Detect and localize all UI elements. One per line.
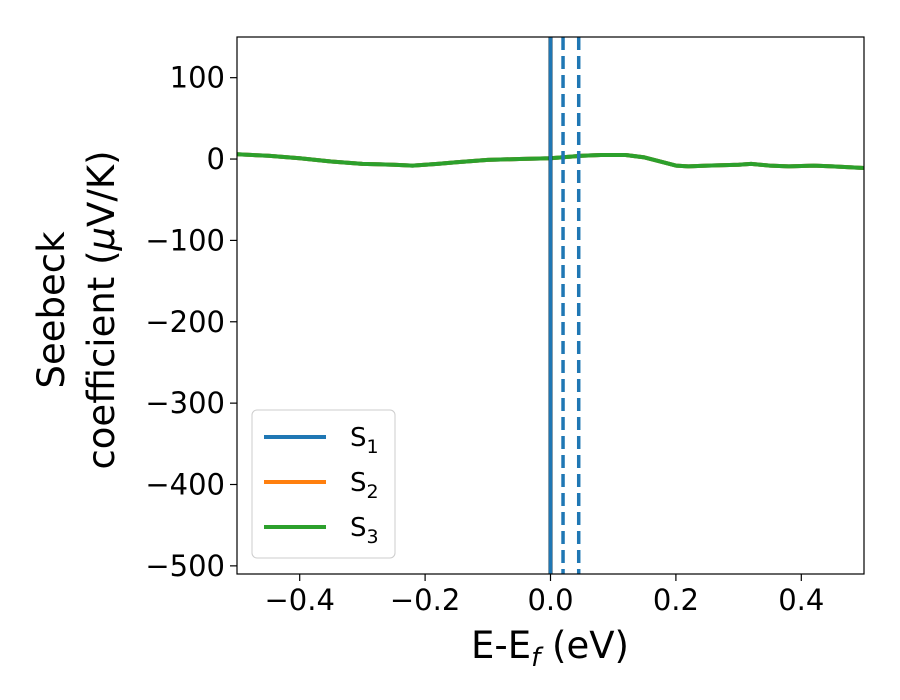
x-axis-label-tail: (eV): [540, 624, 629, 667]
y-axis-label-mu: μ: [80, 227, 123, 252]
y-tick-label: −400: [145, 468, 225, 502]
legend-label-s1: S1: [350, 423, 379, 458]
x-tick-label: 0.0: [527, 583, 573, 617]
legend-label-s2-sub: 2: [367, 481, 379, 503]
y-tick-label: −500: [145, 549, 225, 583]
legend-label-s1-base: S: [350, 423, 367, 453]
x-axis-label-main: E-E: [471, 624, 531, 667]
ticks-layer: −0.4 −0.2 0.0 0.2 0.4 100 0 −100 −200 −300 −400 −50…: [145, 61, 824, 617]
y-axis-label-line1: Seebeck: [30, 231, 73, 389]
y-axis-label: Seebeck coefficient (μV/K): [30, 150, 123, 469]
x-tick-label: 0.4: [778, 583, 824, 617]
y-axis-label-line2-b: V/K): [80, 150, 123, 226]
legend-label-s3: S3: [350, 513, 379, 548]
legend-label-s1-sub: 1: [367, 436, 379, 458]
x-tick-label: 0.2: [653, 583, 699, 617]
x-tick-label: −0.2: [390, 583, 460, 617]
legend-label-s3-base: S: [350, 513, 367, 543]
y-tick-label: −200: [145, 305, 225, 339]
y-tick-label: −100: [145, 223, 225, 257]
y-tick-label: 100: [170, 61, 225, 95]
legend: S1 S2 S3: [251, 409, 396, 559]
y-tick-label: −300: [145, 386, 225, 420]
x-tick-label: −0.4: [264, 583, 334, 617]
legend-label-s3-sub: 3: [367, 526, 379, 548]
plot-layer: [236, 37, 865, 574]
series-line-3: [236, 152, 865, 170]
y-axis-label-line2: coefficient (μV/K): [80, 150, 123, 469]
y-axis-label-line2-a: coefficient (: [80, 250, 123, 469]
legend-label-s2-base: S: [350, 468, 367, 498]
x-axis-label: E-Ef (eV): [471, 624, 629, 673]
y-tick-label: 0: [207, 142, 225, 176]
legend-label-s2: S2: [350, 468, 379, 503]
